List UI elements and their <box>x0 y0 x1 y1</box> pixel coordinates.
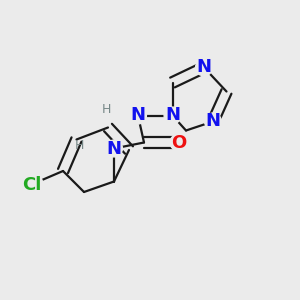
Text: N: N <box>196 58 211 76</box>
Text: H: H <box>102 103 111 116</box>
Text: Cl: Cl <box>22 176 41 194</box>
Text: H: H <box>75 139 84 152</box>
Text: N: N <box>106 140 122 158</box>
Text: N: N <box>130 106 146 124</box>
Text: N: N <box>206 112 220 130</box>
Circle shape <box>164 107 181 124</box>
Circle shape <box>205 113 221 130</box>
Circle shape <box>130 107 146 124</box>
Text: N: N <box>165 106 180 124</box>
Circle shape <box>20 173 43 196</box>
Circle shape <box>106 140 122 157</box>
Text: O: O <box>171 134 186 152</box>
Circle shape <box>170 134 187 151</box>
Circle shape <box>196 59 212 76</box>
